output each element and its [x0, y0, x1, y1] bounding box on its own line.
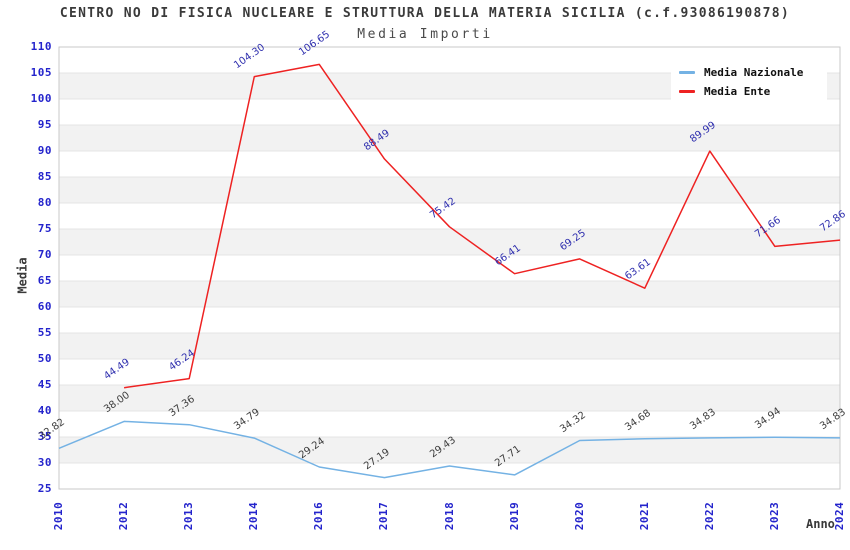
- y-tick-label: 30: [37, 456, 52, 469]
- y-tick-label: 90: [37, 144, 52, 157]
- grid-band: [59, 281, 840, 307]
- legend-item-media-ente: Media Ente: [679, 82, 819, 101]
- y-tick-label: 80: [37, 196, 52, 209]
- legend: Media Nazionale Media Ente: [671, 57, 827, 108]
- series-line-media-nazionale: [58, 420, 841, 479]
- x-tick-label: 2014: [247, 501, 261, 531]
- x-tick-label: 2021: [637, 501, 651, 531]
- grid-band: [59, 229, 840, 255]
- x-tick-label: 2020: [572, 501, 586, 531]
- legend-swatch-media-ente: [679, 90, 695, 93]
- y-tick-label: 55: [37, 326, 52, 339]
- grid-band: [59, 437, 840, 463]
- y-tick-label: 25: [37, 482, 52, 495]
- y-tick-label: 60: [37, 300, 52, 313]
- chart-subtitle: Media Importi: [357, 27, 493, 42]
- series-line-media-ente: [123, 63, 841, 389]
- chart-title: CENTRO NO DI FISICA NUCLEARE E STRUTTURA…: [59, 6, 791, 21]
- legend-label-media-nazionale: Media Nazionale: [704, 66, 804, 79]
- x-tick-label: 2010: [52, 501, 65, 531]
- legend-item-media-nazionale: Media Nazionale: [679, 63, 819, 82]
- y-tick-label: 95: [37, 118, 52, 131]
- y-tick-label: 75: [37, 222, 52, 235]
- x-tick-label: 2019: [507, 501, 521, 531]
- x-axis-title: Anno: [806, 517, 835, 531]
- grid-band: [59, 333, 840, 359]
- y-tick-label: 35: [37, 430, 52, 443]
- x-tick-label: 2017: [377, 501, 391, 531]
- x-tick-label: 2013: [182, 501, 196, 531]
- plot-border: [58, 46, 841, 490]
- x-tick-label: 2012: [117, 501, 131, 531]
- y-tick-label: 65: [37, 274, 52, 287]
- y-tick-label: 110: [30, 40, 52, 53]
- y-tick-label: 100: [30, 92, 52, 105]
- grid-band: [59, 177, 840, 203]
- y-tick-label: 70: [37, 248, 52, 261]
- legend-label-media-ente: Media Ente: [704, 85, 771, 98]
- x-tick-label: 2018: [442, 501, 456, 531]
- grid-band: [59, 385, 840, 411]
- x-tick-label: 2023: [767, 501, 781, 531]
- x-tick-label: 2022: [702, 501, 716, 531]
- grid-band: [59, 125, 840, 151]
- y-tick-label: 50: [37, 352, 52, 365]
- legend-swatch-media-nazionale: [679, 71, 695, 74]
- y-tick-label: 85: [37, 170, 52, 183]
- x-tick-label: 2024: [833, 501, 846, 531]
- y-tick-label: 45: [37, 378, 52, 391]
- x-tick-label: 2016: [312, 501, 326, 531]
- y-tick-label: 40: [37, 404, 52, 417]
- y-tick-label: 105: [30, 66, 52, 79]
